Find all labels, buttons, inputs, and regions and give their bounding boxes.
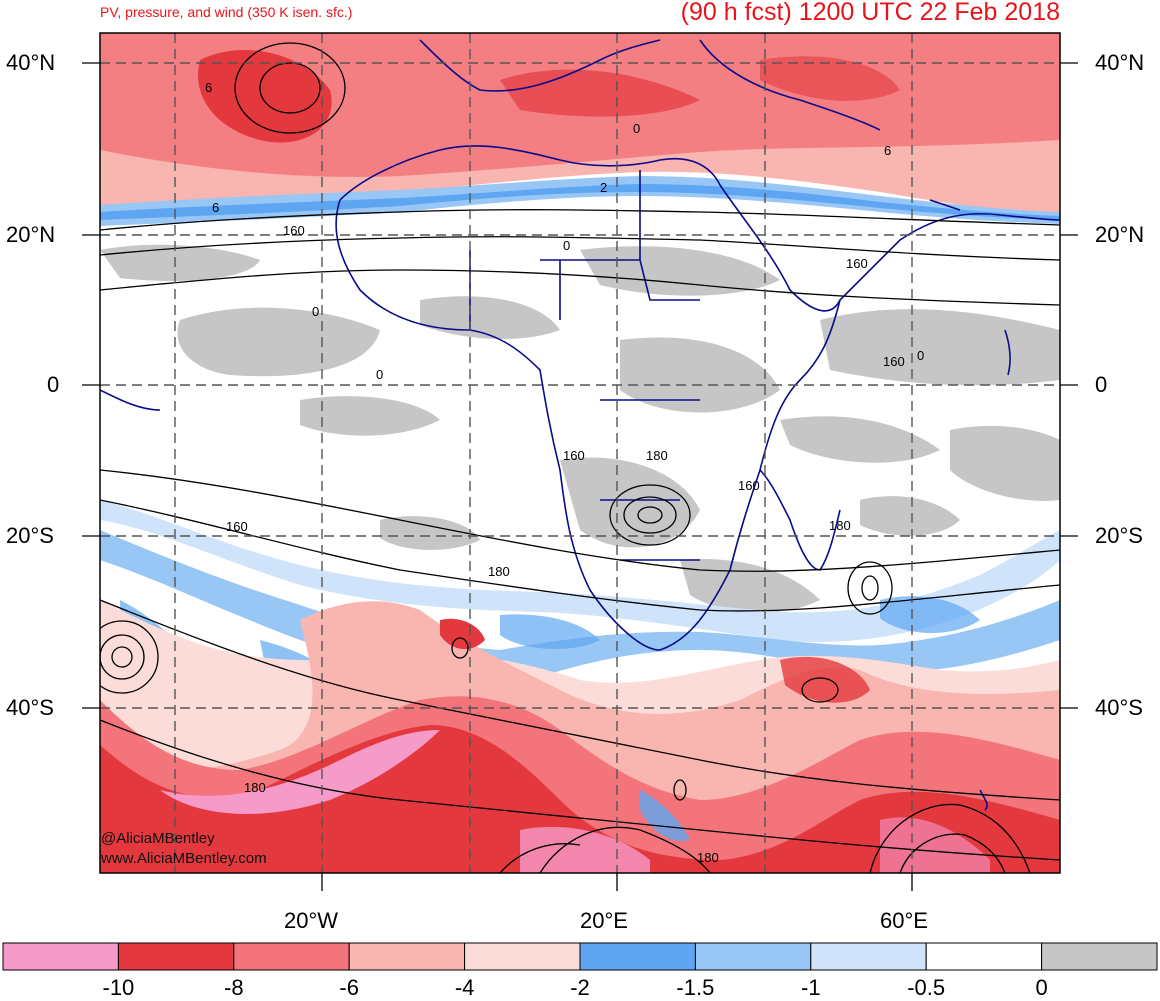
contour-label: 160: [883, 354, 905, 369]
colorbar-swatch: [348, 942, 466, 971]
colorbar-swatch: [925, 942, 1043, 971]
colorbar-swatch: [2, 942, 119, 971]
colorbar-label: -2: [570, 975, 590, 1000]
colorbar-label: -10: [102, 975, 135, 1000]
colorbar-swatch: [464, 942, 581, 971]
lat-label-right: 20°S: [1095, 523, 1143, 548]
colorbar-label: -6: [339, 975, 359, 1000]
contour-label: 160: [226, 519, 248, 534]
contour-label: 160: [738, 478, 760, 493]
colorbar-label: 0: [1035, 975, 1048, 1000]
colorbar-swatch: [694, 942, 812, 971]
contour-label: 0: [312, 304, 319, 319]
lat-label-right: 0: [1095, 372, 1108, 397]
contour-label: 0: [563, 238, 570, 253]
graticule: [100, 33, 1060, 873]
contour-label: 0: [633, 121, 640, 136]
lat-label-left: 20°S: [6, 523, 54, 548]
credit-url: www.AliciaMBentley.com: [101, 850, 267, 867]
contour-label: 180: [646, 448, 668, 463]
contour-label: 160: [846, 256, 868, 271]
contour-label: 0: [376, 367, 383, 382]
axis-ticks: [82, 62, 1078, 891]
lat-label-right: 20°N: [1095, 222, 1145, 247]
contour-label: 180: [829, 518, 851, 533]
colorbar: [2, 942, 1158, 971]
contour-label: 160: [283, 223, 305, 238]
contour-label: 180: [488, 564, 510, 579]
colorbar-label: -0.5: [907, 975, 946, 1000]
lat-label-left: 40°S: [6, 695, 54, 720]
contour-label: 6: [212, 200, 219, 215]
contour-label: 180: [697, 850, 719, 865]
pressure-contours: [100, 42, 1060, 873]
colorbar-swatch: [579, 942, 696, 971]
colorbar-swatch: [810, 942, 927, 971]
lat-label-left: 20°N: [6, 222, 56, 247]
contour-label: 0: [917, 348, 924, 363]
contour-label: 180: [244, 780, 266, 795]
contour-labels: 6 6 6 2 0 0 0 0 0 160 160 160 160 160 16…: [205, 80, 924, 865]
lat-label-right: 40°N: [1095, 50, 1145, 75]
contour-label: 6: [884, 143, 891, 158]
lon-label: 20°W: [284, 908, 339, 933]
colorbar-label: -1: [801, 975, 821, 1000]
colorbar-swatch: [1041, 942, 1158, 971]
colorbar-label: -1.5: [676, 975, 715, 1000]
contour-label: 160: [563, 448, 585, 463]
lon-label: 60°E: [880, 908, 928, 933]
contour-label: 6: [205, 80, 212, 95]
map-frame: [99, 32, 1061, 874]
colorbar-swatch: [233, 942, 350, 971]
colorbar-swatch: [117, 942, 235, 971]
contour-label: 2: [600, 180, 607, 195]
colorbar-label: -4: [454, 975, 475, 1000]
lat-label-left: 40°N: [6, 50, 56, 75]
lon-label: 20°E: [580, 908, 628, 933]
lat-label-right: 40°S: [1095, 695, 1143, 720]
credit-handle: @AliciaMBentley: [101, 830, 215, 847]
map-subtitle: PV, pressure, and wind (350 K isen. sfc.…: [100, 4, 353, 20]
map-title: (90 h fcst) 1200 UTC 22 Feb 2018: [680, 0, 1060, 26]
lat-label-left: 0: [47, 372, 60, 397]
colorbar-label: -8: [224, 975, 244, 1000]
